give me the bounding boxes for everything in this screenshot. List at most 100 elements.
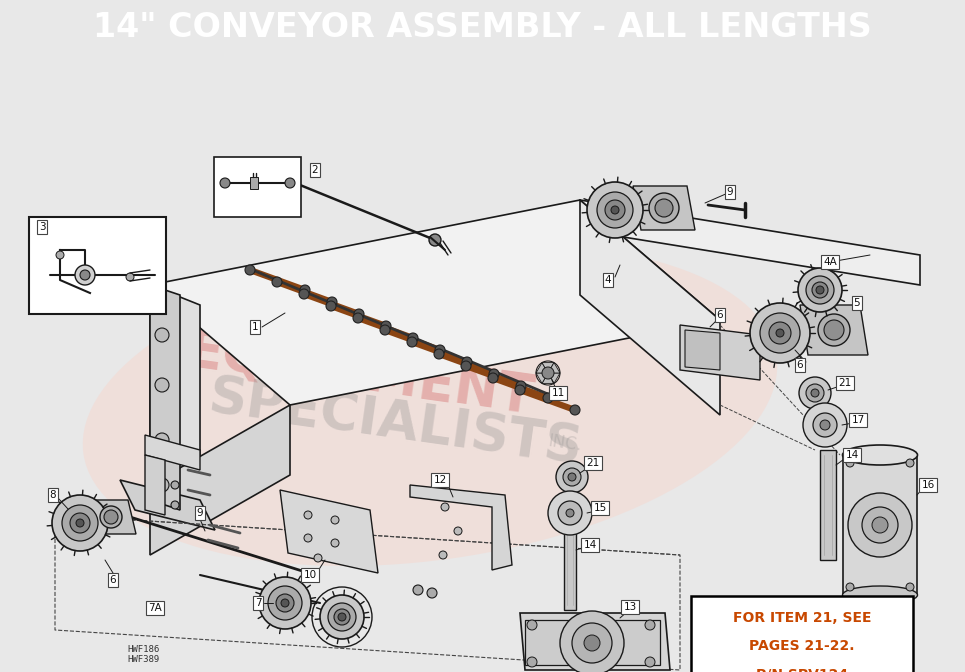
Circle shape xyxy=(408,333,418,343)
Circle shape xyxy=(328,603,356,631)
Text: 12: 12 xyxy=(433,475,447,485)
Circle shape xyxy=(556,461,588,493)
Circle shape xyxy=(806,276,834,304)
Circle shape xyxy=(649,193,679,223)
Circle shape xyxy=(52,495,108,551)
Circle shape xyxy=(462,357,472,367)
Circle shape xyxy=(846,583,854,591)
Circle shape xyxy=(126,273,134,281)
Text: 5: 5 xyxy=(854,298,861,308)
Text: 10: 10 xyxy=(303,570,317,580)
Circle shape xyxy=(171,501,179,509)
Circle shape xyxy=(906,459,914,467)
Text: 6: 6 xyxy=(717,310,724,320)
Circle shape xyxy=(334,609,350,625)
Circle shape xyxy=(155,328,169,342)
Circle shape xyxy=(846,459,854,467)
Circle shape xyxy=(645,657,655,667)
Circle shape xyxy=(515,385,525,395)
Circle shape xyxy=(563,468,581,486)
Circle shape xyxy=(331,539,339,547)
Circle shape xyxy=(327,297,337,307)
Circle shape xyxy=(605,200,625,220)
Circle shape xyxy=(461,361,471,371)
Circle shape xyxy=(304,534,312,542)
Circle shape xyxy=(272,277,282,287)
Circle shape xyxy=(285,178,295,188)
Text: 4A: 4A xyxy=(823,257,837,267)
Circle shape xyxy=(572,623,612,663)
Circle shape xyxy=(750,303,810,363)
Circle shape xyxy=(439,551,447,559)
Polygon shape xyxy=(542,373,554,384)
Circle shape xyxy=(259,577,311,629)
Polygon shape xyxy=(580,200,720,415)
Ellipse shape xyxy=(83,244,777,566)
Circle shape xyxy=(100,506,122,528)
Circle shape xyxy=(220,178,230,188)
Circle shape xyxy=(816,286,824,294)
Polygon shape xyxy=(150,405,290,555)
Circle shape xyxy=(769,322,791,344)
Polygon shape xyxy=(150,200,720,405)
Circle shape xyxy=(326,301,336,311)
Circle shape xyxy=(906,583,914,591)
Text: 14: 14 xyxy=(845,450,859,460)
Circle shape xyxy=(645,620,655,630)
Polygon shape xyxy=(150,285,200,505)
Polygon shape xyxy=(536,363,548,373)
Text: 9: 9 xyxy=(727,187,733,197)
Circle shape xyxy=(760,313,800,353)
Circle shape xyxy=(435,345,445,355)
Circle shape xyxy=(104,510,118,524)
Circle shape xyxy=(568,473,576,481)
Polygon shape xyxy=(520,613,670,670)
Text: 14" CONVEYOR ASSEMBLY - ALL LENGTHS: 14" CONVEYOR ASSEMBLY - ALL LENGTHS xyxy=(94,11,871,44)
Circle shape xyxy=(542,367,554,379)
Circle shape xyxy=(454,527,462,535)
Circle shape xyxy=(803,403,847,447)
Circle shape xyxy=(427,588,437,598)
Circle shape xyxy=(380,325,390,335)
FancyBboxPatch shape xyxy=(691,596,913,672)
Circle shape xyxy=(245,265,255,275)
Circle shape xyxy=(584,635,600,651)
Text: 4: 4 xyxy=(605,275,611,285)
Polygon shape xyxy=(548,373,560,384)
Circle shape xyxy=(70,513,90,533)
Ellipse shape xyxy=(842,586,918,604)
Circle shape xyxy=(56,251,64,259)
Circle shape xyxy=(155,378,169,392)
Circle shape xyxy=(655,199,673,217)
Circle shape xyxy=(862,507,898,543)
Circle shape xyxy=(776,329,784,337)
Circle shape xyxy=(818,314,850,346)
Polygon shape xyxy=(685,330,720,370)
Circle shape xyxy=(354,309,364,319)
Circle shape xyxy=(299,289,309,299)
Polygon shape xyxy=(525,620,660,665)
Circle shape xyxy=(824,320,844,340)
Polygon shape xyxy=(564,530,576,610)
Circle shape xyxy=(62,505,98,541)
Text: 21: 21 xyxy=(587,458,599,468)
Circle shape xyxy=(434,349,444,359)
Circle shape xyxy=(848,493,912,557)
Polygon shape xyxy=(843,455,917,595)
Ellipse shape xyxy=(842,445,918,465)
Polygon shape xyxy=(250,177,258,189)
Polygon shape xyxy=(410,485,512,570)
Circle shape xyxy=(872,517,888,533)
Circle shape xyxy=(548,491,592,535)
Polygon shape xyxy=(680,325,760,380)
Circle shape xyxy=(314,554,322,562)
Circle shape xyxy=(527,657,537,667)
Circle shape xyxy=(320,595,364,639)
Circle shape xyxy=(171,481,179,489)
Circle shape xyxy=(155,478,169,492)
Polygon shape xyxy=(145,435,200,470)
Text: 16: 16 xyxy=(922,480,935,490)
Circle shape xyxy=(429,234,441,246)
Circle shape xyxy=(798,268,842,312)
Text: 3: 3 xyxy=(39,222,45,232)
